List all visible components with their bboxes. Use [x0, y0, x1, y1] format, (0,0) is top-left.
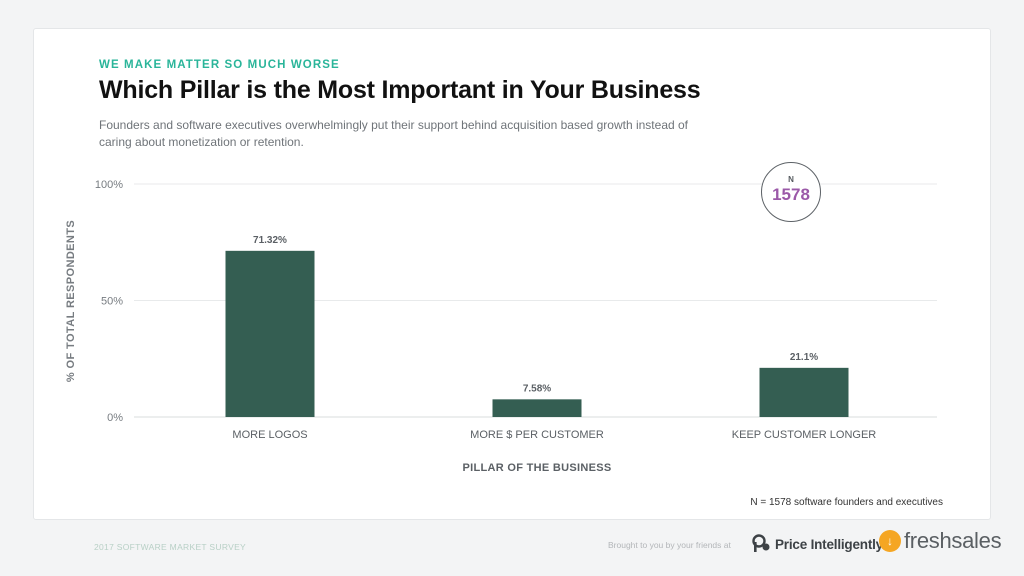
freshsales-logo: ↓ freshsales [879, 528, 1002, 554]
survey-label: 2017 SOFTWARE MARKET SURVEY [94, 542, 247, 552]
data-label: 21.1% [790, 352, 818, 363]
eyebrow-label: WE MAKE MATTER SO MUCH WORSE [99, 59, 340, 71]
sample-size-badge: N 1578 [761, 162, 821, 222]
data-label: 71.32% [253, 235, 287, 246]
sample-size-label: N [788, 175, 794, 184]
y-axis-label: % OF TOTAL RESPONDENTS [65, 220, 77, 382]
bar [225, 250, 315, 417]
bar [759, 367, 849, 417]
chart-card: WE MAKE MATTER SO MUCH WORSE Which Pilla… [33, 28, 991, 520]
brought-by-text: Brought to you by your friends at [608, 540, 731, 550]
price-intelligently-logo-icon [752, 534, 770, 552]
y-tick-label: 100% [95, 179, 123, 191]
data-label: 7.58% [523, 383, 551, 394]
price-intelligently-text: Price Intelligently [775, 536, 883, 552]
bar-chart: 0% 50% 100% % OF TOTAL RESPONDENTS 71.32% MOR… [65, 179, 937, 474]
bar [492, 399, 582, 417]
price-intelligently-logo: Price Intelligently [752, 534, 883, 554]
page-title: Which Pillar is the Most Important in Yo… [99, 76, 701, 104]
x-tick-label: KEEP CUSTOMER LONGER [732, 429, 877, 441]
page-subtitle: Founders and software executives overwhe… [99, 118, 689, 149]
y-tick-label: 0% [107, 412, 123, 424]
sample-size-value: 1578 [772, 185, 810, 204]
x-tick-label: MORE $ PER CUSTOMER [470, 429, 604, 441]
freshsales-text: freshsales [904, 528, 1002, 553]
freshsales-logo-icon: ↓ [879, 530, 901, 552]
y-tick-label: 50% [101, 296, 123, 308]
x-tick-label: MORE LOGOS [232, 429, 307, 441]
x-axis-label: PILLAR OF THE BUSINESS [463, 462, 612, 474]
footnote: N = 1578 software founders and executive… [750, 497, 943, 508]
